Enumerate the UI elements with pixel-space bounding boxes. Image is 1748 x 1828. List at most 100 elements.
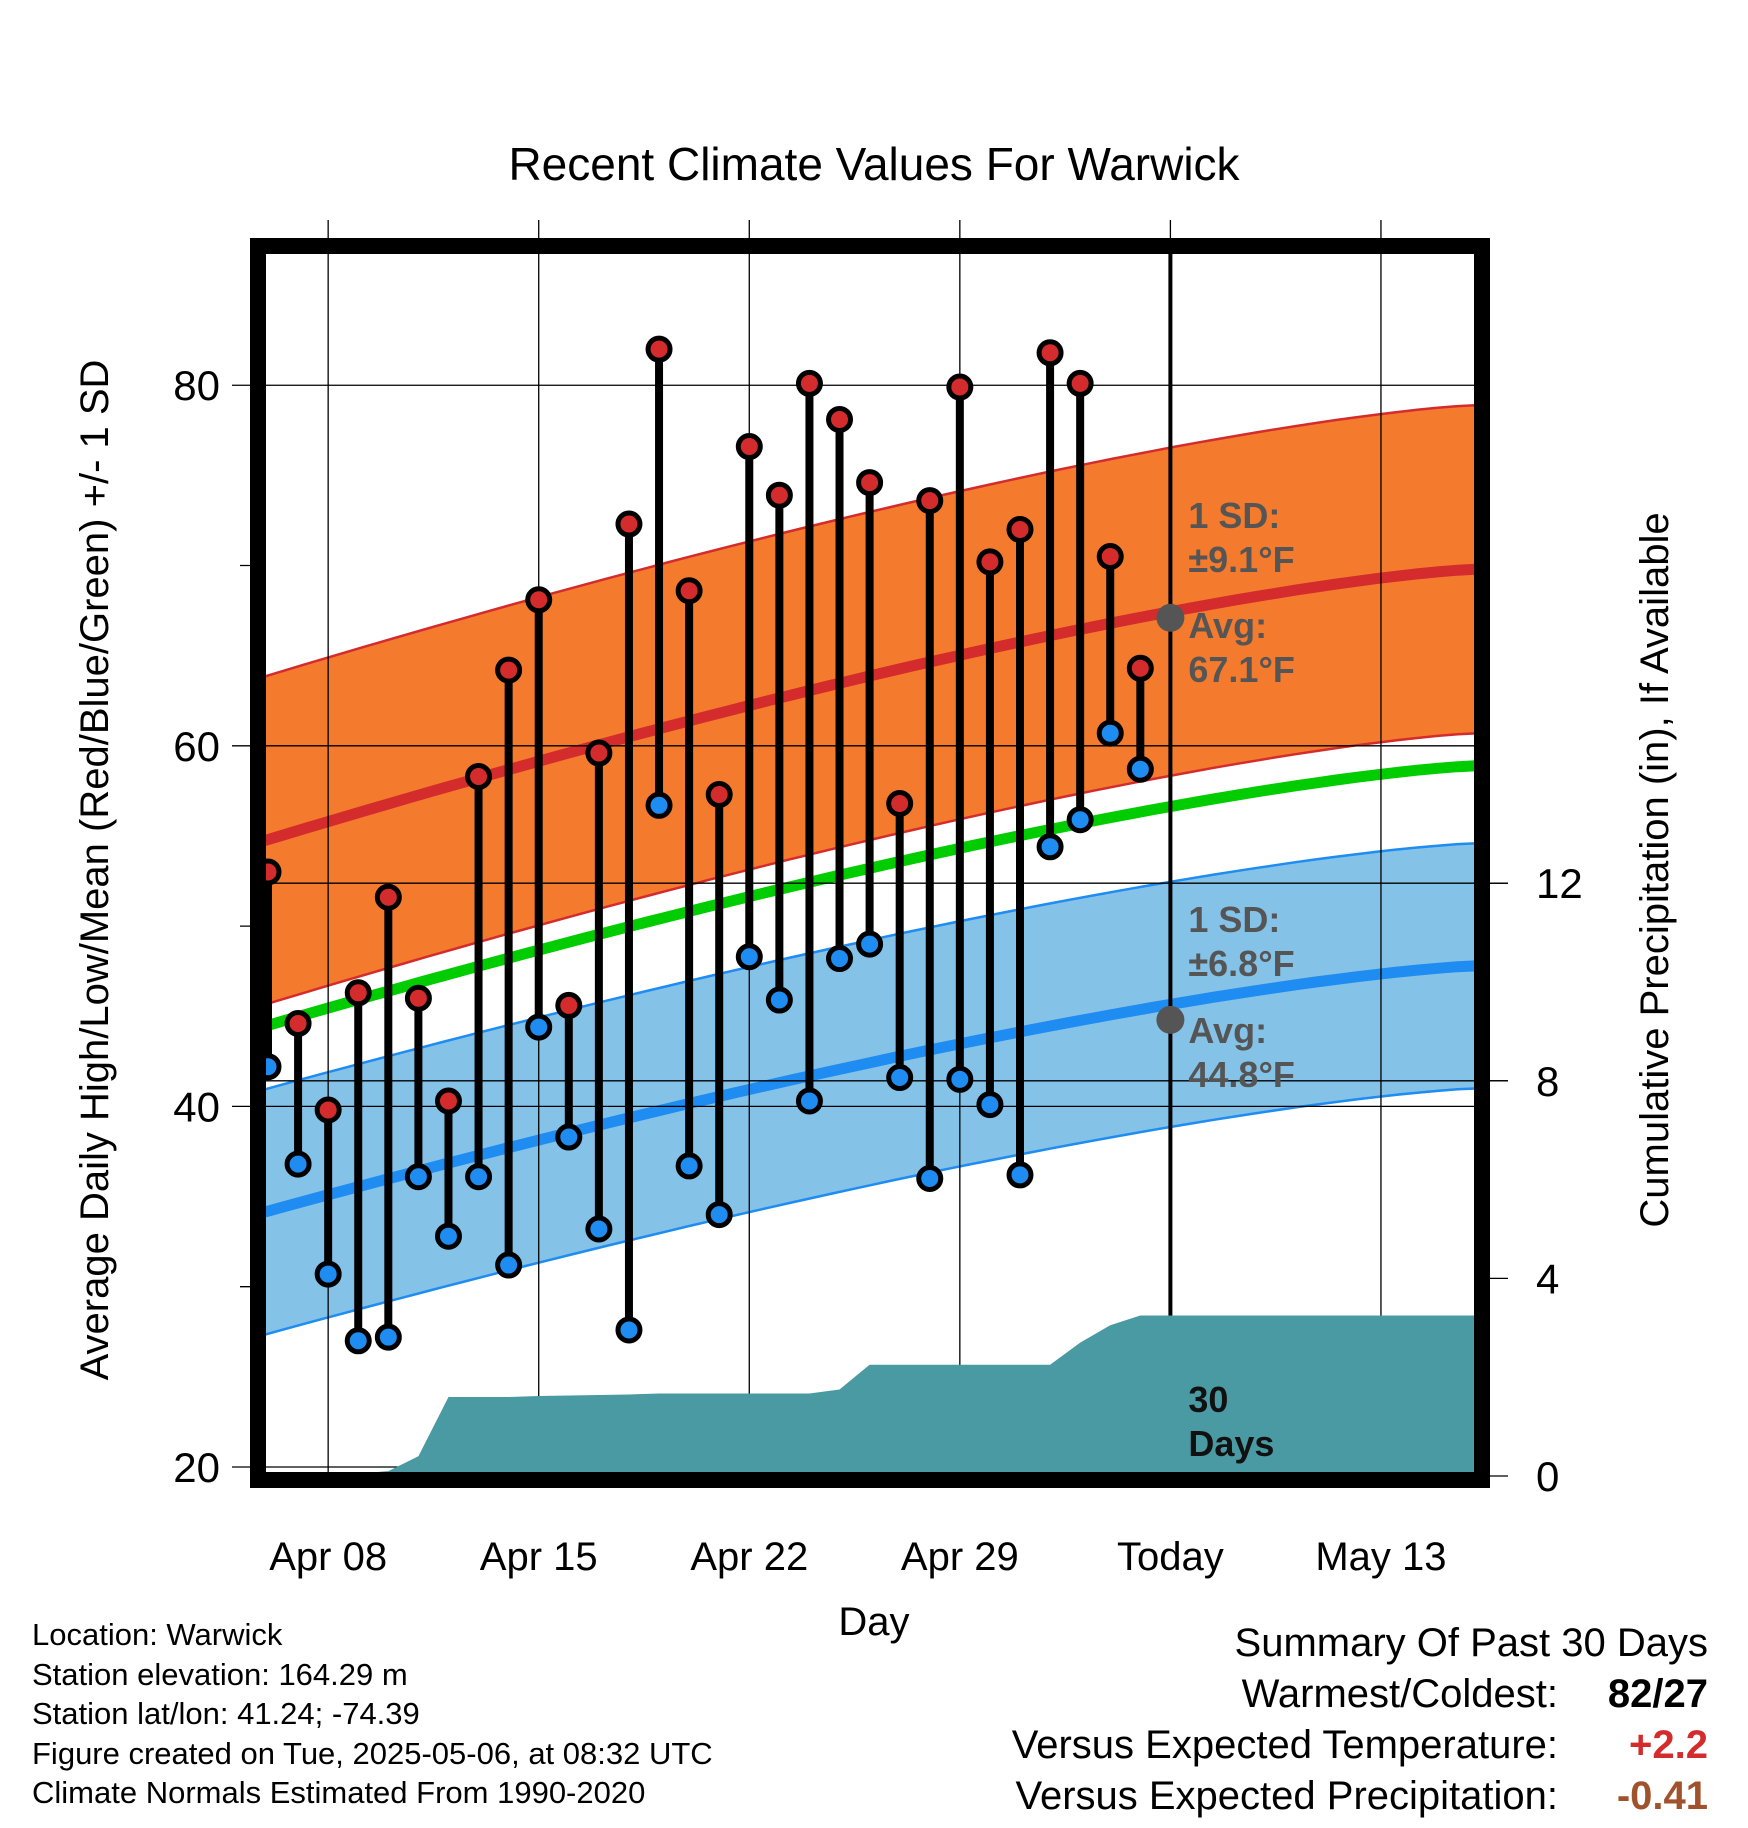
x-tick-label-0: Apr 08 [269, 1535, 387, 1579]
summary-temp-value: +2.2 [1629, 1723, 1708, 1767]
high-point-18 [795, 369, 823, 397]
high-point-25 [1006, 515, 1034, 543]
low-point-4 [374, 1323, 402, 1351]
high-avg-value: 67.1°F [1188, 649, 1294, 690]
days-label-text: Days [1188, 1423, 1274, 1464]
y2-axis-label: Cumulative Precipitation (in), If Availa… [1633, 512, 1677, 1227]
days-label-number: 30 [1188, 1379, 1228, 1420]
low-point-29 [1126, 755, 1154, 783]
high-point-1 [284, 1009, 312, 1037]
high-point-6 [434, 1087, 462, 1115]
axis-ticks: 20 40 60 80 0 4 8 12 Apr 08 Apr 15 Apr 22 Apr 29 Tod… [173, 362, 1582, 1579]
high-point-26 [1036, 339, 1064, 367]
summary-panel: Summary Of Past 30 Days Warmest/Coldest:… [1012, 1618, 1708, 1822]
high-point-28 [1096, 543, 1124, 570]
high-point-22 [916, 487, 944, 515]
y-axis-label: Average Daily High/Low/Mean (Red/Blue/Gr… [73, 360, 117, 1381]
daily-range-bars [254, 335, 1185, 1355]
high-point-12 [615, 510, 643, 538]
low-point-12 [615, 1316, 643, 1344]
low-point-6 [434, 1222, 462, 1250]
low-point-22 [916, 1165, 944, 1193]
low-point-27 [1066, 806, 1094, 834]
low-avg-label: Avg: [1188, 1010, 1267, 1051]
y2-tick-label-2: 8 [1536, 1058, 1559, 1105]
high-point-10 [555, 991, 583, 1019]
y-tick-label-0: 20 [173, 1444, 220, 1491]
low-point-25 [1006, 1161, 1034, 1189]
low-point-13 [645, 791, 673, 819]
summary-title: Summary Of Past 30 Days [1234, 1621, 1708, 1665]
low-point-2 [314, 1260, 342, 1288]
low-point-7 [465, 1163, 493, 1191]
x-axis-label: Day [838, 1600, 909, 1644]
high-avg-label: Avg: [1188, 605, 1267, 646]
high-point-3 [344, 979, 372, 1007]
high-point-4 [374, 883, 402, 911]
low-point-17 [765, 986, 793, 1014]
low-point-20 [856, 930, 884, 958]
low-point-24 [976, 1091, 1004, 1119]
low-sd-label: 1 SD: [1188, 899, 1280, 940]
low-point-26 [1036, 833, 1064, 861]
footer-normals: Climate Normals Estimated From 1990-2020 [32, 1775, 646, 1810]
y2-tick-label-3: 12 [1536, 860, 1583, 907]
summary-temp-label: Versus Expected Temperature: [1011, 1723, 1558, 1767]
summary-warmest-label: Warmest/Coldest: [1241, 1672, 1558, 1716]
footer-location: Location: Warwick [32, 1617, 283, 1652]
low-point-10 [555, 1123, 583, 1151]
high-point-13 [645, 335, 673, 363]
x-tick-label-3: Apr 29 [901, 1535, 1019, 1579]
x-tick-label-4: Today [1117, 1535, 1224, 1579]
x-tick-label-2: Apr 22 [690, 1535, 808, 1579]
plot-border [250, 238, 1490, 1488]
low-point-14 [675, 1152, 703, 1180]
y-tick-label-2: 60 [173, 723, 220, 770]
high-point-14 [675, 577, 703, 605]
high-point-24 [976, 548, 1004, 576]
low-point-9 [525, 1013, 553, 1041]
plot-frame [250, 238, 1490, 1488]
today-high-marker [1156, 603, 1185, 632]
normal-low-line [260, 960, 1479, 1219]
high-point-29 [1126, 654, 1154, 682]
low-sd-band [262, 843, 1478, 1336]
low-point-3 [344, 1327, 372, 1355]
summary-precip-row: Versus Expected Precipitation: -0.41 [1012, 1771, 1708, 1822]
summary-precip-label: Versus Expected Precipitation: [1015, 1774, 1558, 1818]
high-sd-label: 1 SD: [1188, 495, 1280, 536]
low-point-23 [946, 1065, 974, 1093]
summary-precip-value: -0.41 [1616, 1774, 1708, 1818]
high-point-16 [735, 433, 763, 461]
footer-latlon: Station lat/lon: 41.24; -74.39 [32, 1696, 420, 1731]
high-point-2 [314, 1096, 342, 1124]
high-point-7 [465, 762, 493, 790]
footer-info: Location: Warwick Station elevation: 164… [32, 1615, 713, 1813]
summary-warmest-row: Warmest/Coldest: 82/27 [1012, 1669, 1708, 1720]
low-point-11 [585, 1215, 613, 1243]
high-point-11 [585, 739, 613, 767]
summary-temp-row: Versus Expected Temperature: +2.2 [1012, 1720, 1708, 1771]
y2-tick-label-1: 4 [1536, 1255, 1559, 1302]
high-point-20 [856, 469, 884, 497]
precipitation-area [268, 1315, 1478, 1476]
today-low-marker [1156, 1005, 1185, 1034]
high-point-27 [1066, 369, 1094, 397]
summary-warmest-value: 82/27 [1607, 1672, 1708, 1716]
low-point-19 [826, 945, 854, 973]
precip-area [268, 1315, 1478, 1476]
low-sd-value: ±6.8°F [1188, 943, 1294, 984]
low-avg-value: 44.8°F [1188, 1054, 1294, 1095]
high-point-5 [404, 984, 432, 1012]
y-tick-label-3: 80 [173, 362, 220, 409]
high-point-9 [525, 586, 553, 614]
low-point-1 [284, 1150, 312, 1178]
high-point-15 [705, 780, 733, 808]
low-point-28 [1096, 719, 1124, 747]
high-sd-value: ±9.1°F [1188, 539, 1294, 580]
y2-tick-label-0: 0 [1536, 1453, 1559, 1500]
low-point-5 [404, 1163, 432, 1191]
low-point-8 [495, 1251, 523, 1279]
chart-title: Recent Climate Values For Warwick [508, 138, 1240, 190]
